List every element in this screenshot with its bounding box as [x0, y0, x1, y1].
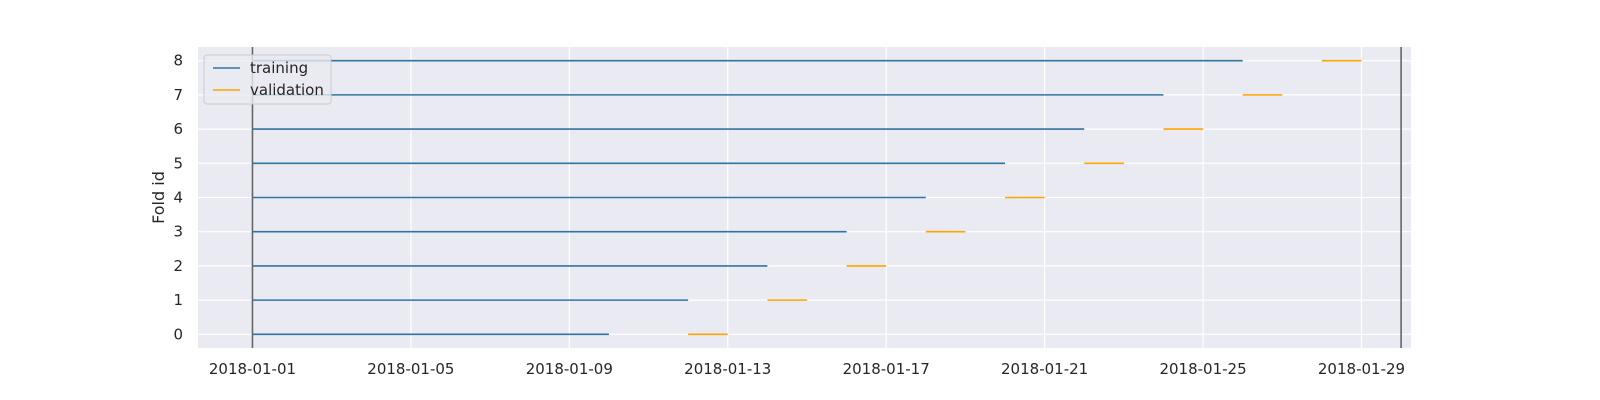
y-tick-label: 4 [173, 189, 183, 207]
series-training [252, 59, 1243, 336]
y-tick-label: 6 [173, 120, 183, 138]
y-tick-label: 2 [173, 257, 183, 275]
x-tick-label: 2018-01-05 [367, 360, 454, 378]
series-validation [688, 59, 1362, 336]
y-axis: 0 1 2 3 4 5 6 7 8 [173, 52, 183, 344]
x-tick-label: 2018-01-29 [1318, 360, 1405, 378]
x-tick-label: 2018-01-13 [684, 360, 771, 378]
x-tick-label: 2018-01-01 [209, 360, 296, 378]
y-tick-label: 1 [173, 291, 183, 309]
x-tick-label: 2018-01-25 [1159, 360, 1246, 378]
y-tick-label: 3 [173, 223, 183, 241]
x-tick-label: 2018-01-17 [843, 360, 930, 378]
x-axis: 2018-01-01 2018-01-05 2018-01-09 2018-01-13… [209, 360, 1405, 378]
x-tick-label: 2018-01-09 [526, 360, 613, 378]
x-tick-label: 2018-01-21 [1001, 360, 1088, 378]
y-tick-label: 0 [173, 325, 183, 343]
legend-label-training: training [250, 59, 308, 77]
y-tick-label: 7 [173, 86, 183, 104]
y-tick-label: 5 [173, 154, 183, 172]
y-tick-label: 8 [173, 52, 183, 70]
series-segments [252, 59, 1362, 336]
y-axis-title: Fold id [149, 171, 168, 224]
legend-label-validation: validation [250, 81, 324, 99]
legend: training validation [203, 54, 332, 105]
